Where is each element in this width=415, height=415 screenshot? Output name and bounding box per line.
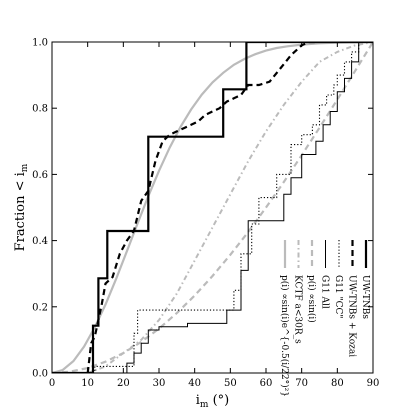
x-tick-label: 50 [224,378,237,389]
legend-label: UW-TNBs + Kozai [347,275,357,357]
x-tick-label: 20 [117,378,130,389]
x-tick-label: 10 [81,378,94,389]
legend-label: p(i) ∝sin(i)e^{-0.5(i/22°)²} [279,275,290,397]
y-tick-label: 0.6 [32,170,48,181]
plot-frame [51,41,374,374]
legend-label: KCTF a<30R_s [293,275,303,344]
series-line-3 [52,42,373,373]
legend-label: G11 All [320,275,330,309]
y-tick-label: 0.4 [32,236,48,247]
series-line-4 [52,42,373,373]
x-tick-label: 90 [367,378,380,389]
x-tick-label: 80 [331,378,344,389]
x-tick-label: 60 [260,378,273,389]
series-line-5 [87,42,373,373]
y-axis-label: Fraction < im [13,163,30,251]
x-tick-label: 30 [153,378,166,389]
legend-label: p(i) ∝sin(i) [306,275,317,323]
y-tick-label: 0.8 [32,104,48,115]
legend-label: UW-TNBs [360,275,370,319]
series-line-1 [86,42,316,373]
legend-label: G11 "CC" [333,275,343,319]
y-tick-label: 0.2 [32,302,48,313]
x-tick-label: 40 [188,378,201,389]
series-line-0 [52,42,373,373]
y-tick-label: 0.0 [32,369,48,380]
x-axis-label: im (°) [196,393,230,410]
x-tick-label: 70 [295,378,308,389]
x-tick-label: 0 [49,378,55,389]
y-tick-label: 1.0 [32,38,48,49]
